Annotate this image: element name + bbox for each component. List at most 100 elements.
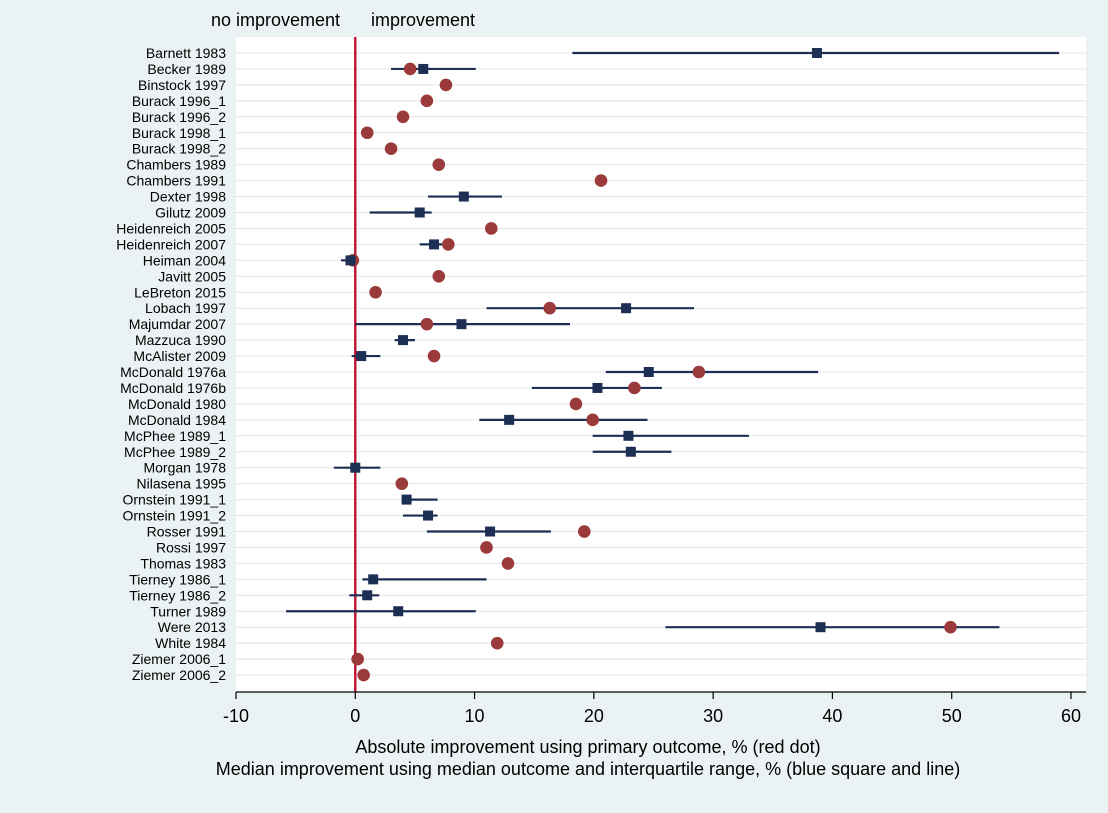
data-marks <box>286 48 1060 682</box>
study-label: Binstock 1997 <box>138 77 226 93</box>
study-label: Dexter 1998 <box>150 189 226 205</box>
x-tick-label: -10 <box>223 706 249 726</box>
blue-square <box>414 207 425 218</box>
study-label: Mazzuca 1990 <box>135 332 226 348</box>
blue-square <box>623 430 634 441</box>
study-label: Turner 1989 <box>150 603 226 619</box>
blue-square <box>418 63 429 74</box>
x-tick-label: 30 <box>703 706 723 726</box>
study-label: Barnett 1983 <box>146 45 226 61</box>
study-label: McPhee 1989_2 <box>124 444 226 460</box>
study-label: Heidenreich 2007 <box>116 236 226 252</box>
red-dot <box>432 158 446 171</box>
study-label: Burack 1998_1 <box>132 125 226 141</box>
blue-square <box>456 319 467 330</box>
study-label: Chambers 1989 <box>126 157 226 173</box>
x-tick-label: 50 <box>942 706 962 726</box>
blue-square <box>401 494 412 505</box>
study-label: Tierney 1986_2 <box>129 587 226 603</box>
study-label: McDonald 1984 <box>128 412 226 428</box>
blue-square <box>398 335 408 346</box>
study-label: Heidenreich 2005 <box>116 220 226 236</box>
blue-square <box>458 191 469 202</box>
x-tick-label: 0 <box>350 706 360 726</box>
study-label: Ornstein 1991_2 <box>122 508 226 524</box>
red-dot <box>594 174 608 187</box>
study-label: McDonald 1976b <box>120 380 226 396</box>
blue-square <box>592 382 603 393</box>
x-axis-title: Absolute improvement using primary outco… <box>355 737 820 757</box>
study-label: Lobach 1997 <box>145 300 226 316</box>
blue-square <box>811 48 822 58</box>
red-dot <box>369 285 382 299</box>
study-label: Ziemer 2006_1 <box>132 651 226 667</box>
red-dot <box>432 270 446 283</box>
header-right-label: improvement <box>371 10 475 30</box>
red-dot <box>360 126 374 140</box>
study-label: Javitt 2005 <box>158 268 226 284</box>
study-label: McPhee 1989_1 <box>124 428 226 444</box>
study-label: Thomas 1983 <box>140 555 226 571</box>
blue-square <box>393 606 404 617</box>
red-dot <box>490 636 504 650</box>
study-label: Were 2013 <box>158 619 226 635</box>
study-label: Heiman 2004 <box>143 252 226 268</box>
study-label: Becker 1989 <box>147 61 226 77</box>
red-dot <box>484 222 498 235</box>
red-dot <box>944 620 957 634</box>
blue-square <box>350 462 361 473</box>
study-label: White 1984 <box>155 635 226 651</box>
study-label: Gilutz 2009 <box>155 205 226 221</box>
blue-square <box>643 367 654 377</box>
study-label: McDonald 1976a <box>120 364 226 380</box>
blue-square <box>621 303 632 314</box>
red-dot <box>692 365 706 379</box>
red-dot <box>384 142 398 155</box>
study-label: Rosser 1991 <box>147 524 227 540</box>
red-dot <box>586 413 599 427</box>
red-dot <box>501 557 515 570</box>
red-dot <box>480 541 493 554</box>
red-dot <box>427 349 441 363</box>
study-label: Nilasena 1995 <box>136 476 226 492</box>
red-dot <box>543 301 557 315</box>
red-dot <box>351 652 364 666</box>
blue-square <box>368 574 379 585</box>
blue-square <box>429 239 440 250</box>
x-tick-label: 10 <box>465 706 485 726</box>
study-label: Tierney 1986_1 <box>129 571 226 587</box>
red-dot <box>396 110 410 124</box>
red-dot <box>395 477 409 490</box>
study-label: Burack 1998_2 <box>132 141 226 157</box>
study-label: Morgan 1978 <box>143 460 226 476</box>
study-label: McAlister 2009 <box>133 348 226 364</box>
blue-square <box>815 622 826 633</box>
study-label: Chambers 1991 <box>126 173 226 189</box>
study-label: Burack 1996_2 <box>132 109 226 125</box>
study-label: Ziemer 2006_2 <box>132 667 226 683</box>
red-dot <box>569 397 583 411</box>
blue-square <box>423 510 434 521</box>
blue-square <box>485 526 496 537</box>
blue-square <box>504 414 515 425</box>
red-dot <box>578 525 591 538</box>
study-label: LeBreton 2015 <box>134 284 226 300</box>
x-axis: -10 0 10 20 30 40 50 60 <box>223 691 1086 726</box>
red-dot <box>357 668 370 682</box>
blue-square <box>362 590 373 601</box>
blue-square <box>345 255 356 266</box>
study-label: Majumdar 2007 <box>129 316 226 332</box>
study-label: Burack 1996_1 <box>132 93 226 109</box>
blue-square <box>356 351 367 362</box>
header-left-label: no improvement <box>211 10 340 30</box>
x-tick-label: 40 <box>822 706 842 726</box>
red-dot <box>420 317 434 331</box>
red-dot <box>403 62 417 76</box>
study-label: Ornstein 1991_1 <box>122 492 226 508</box>
study-label: Rossi 1997 <box>156 539 226 555</box>
x-axis-subtitle: Median improvement using median outcome … <box>216 759 960 779</box>
red-dot <box>628 381 641 395</box>
